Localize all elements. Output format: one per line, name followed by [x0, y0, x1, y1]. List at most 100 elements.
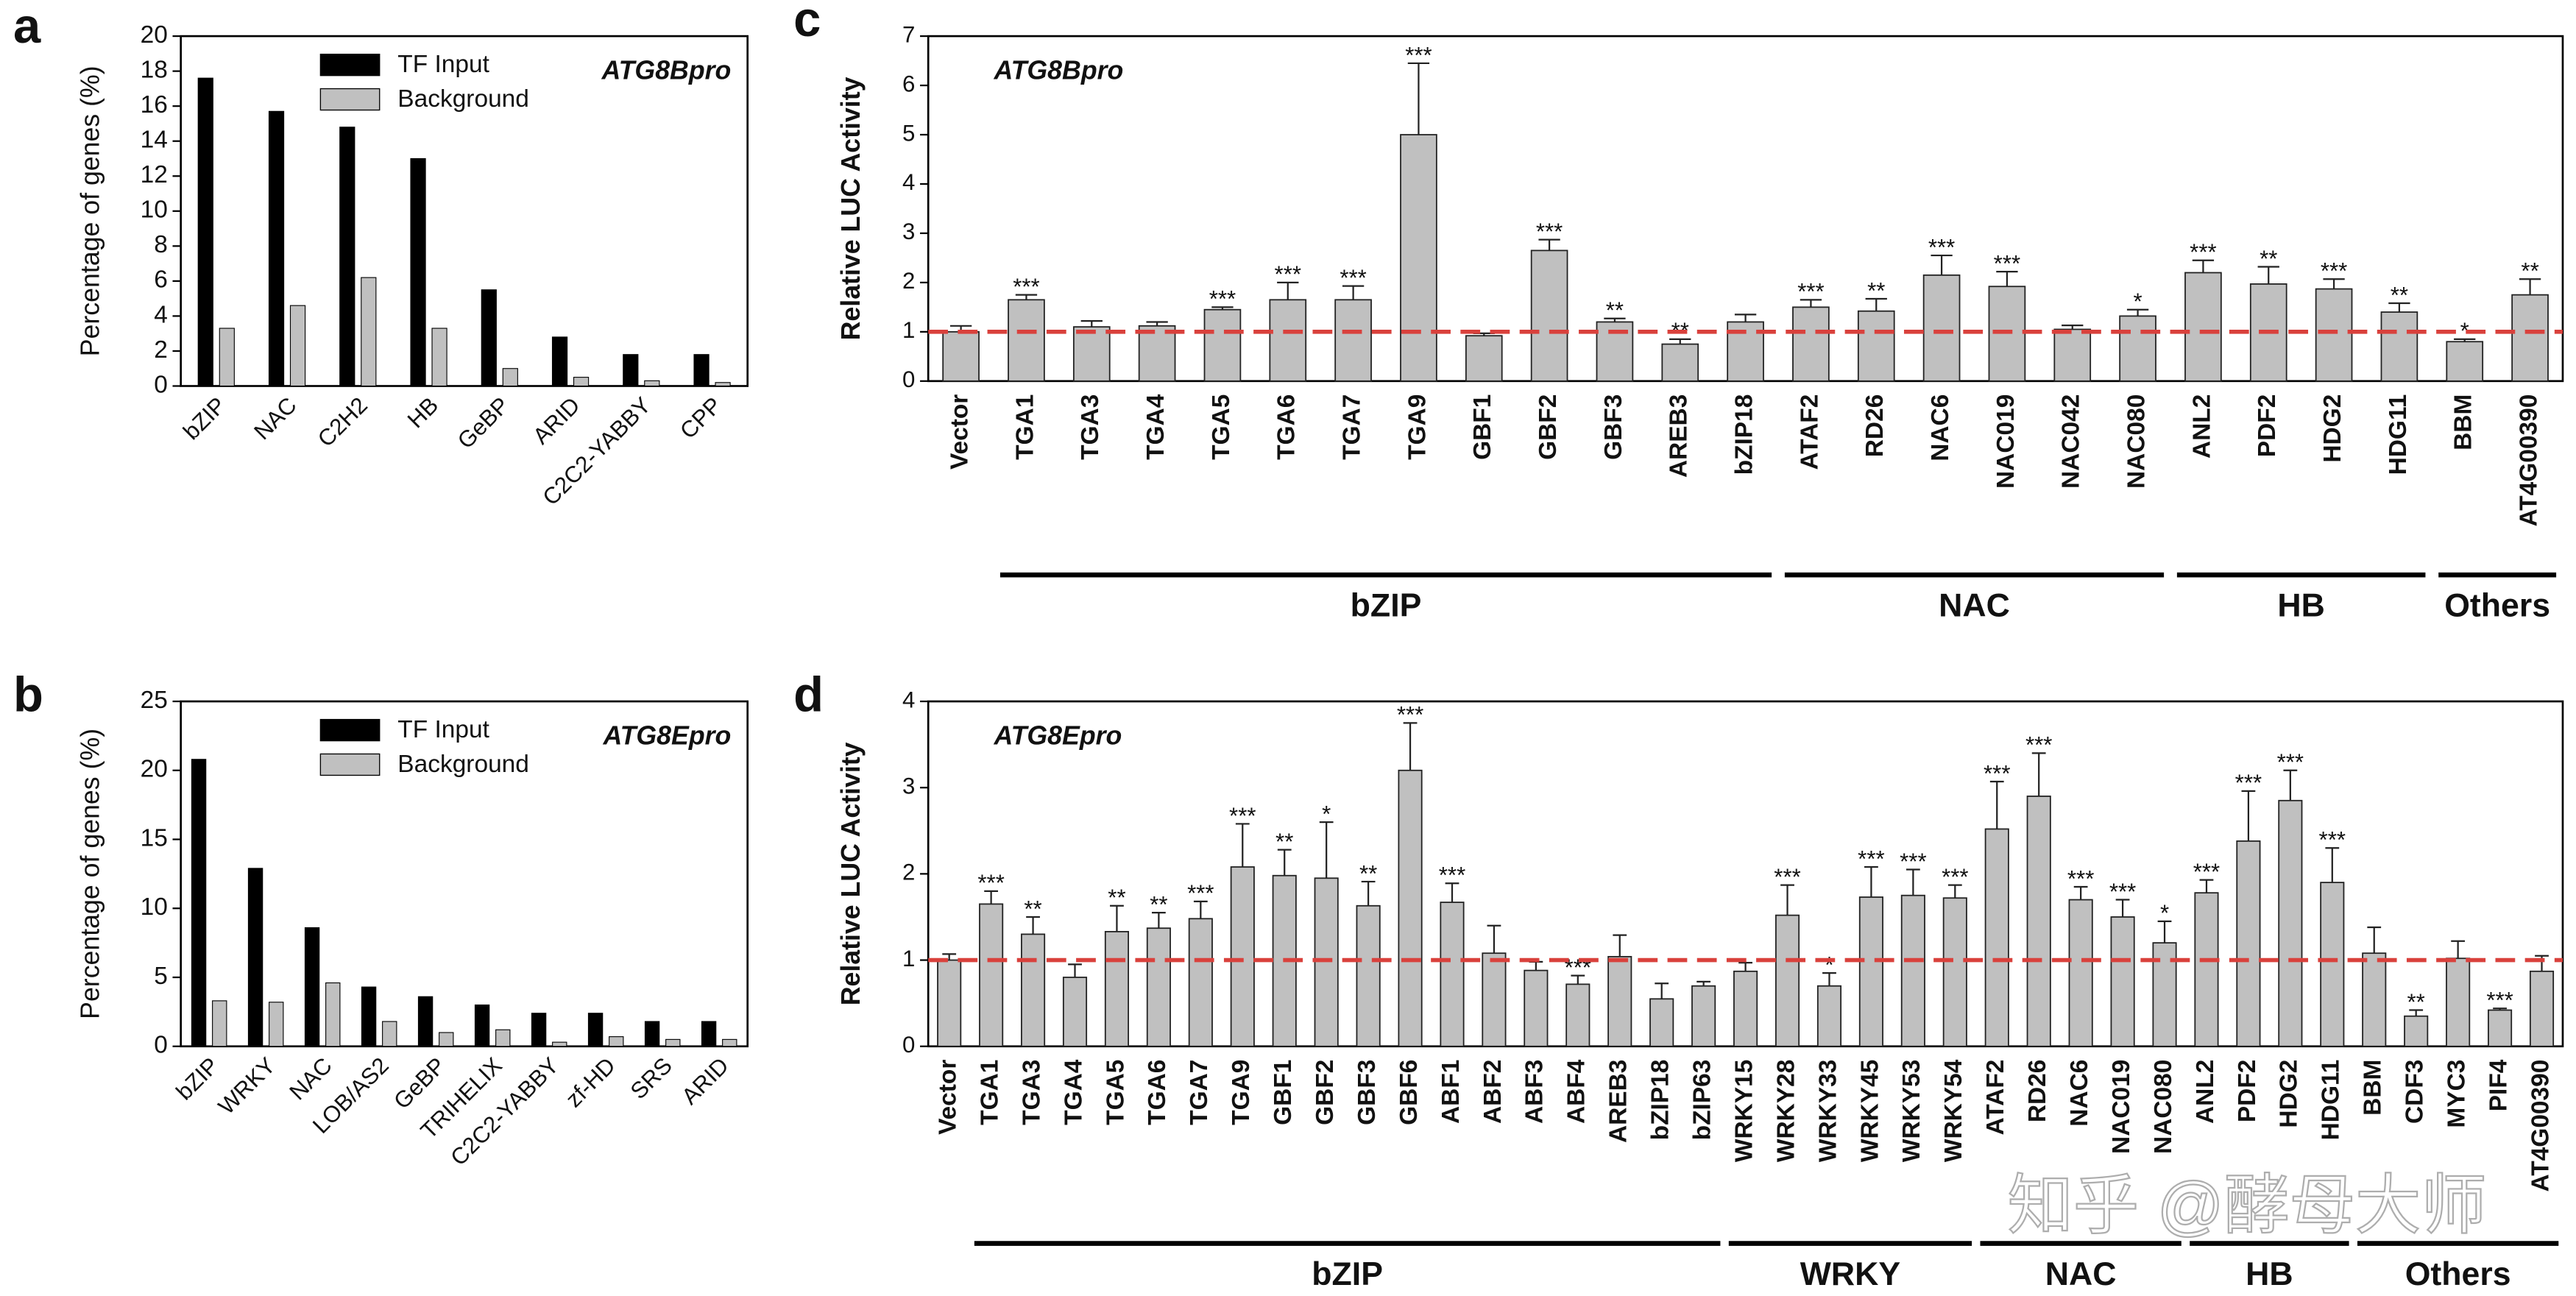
y-tick-label: 8: [154, 231, 168, 258]
bar: [2380, 311, 2418, 382]
bar: [937, 959, 962, 1047]
error-bar: [2409, 1009, 2424, 1016]
significance-label: ***: [1928, 234, 1955, 260]
bar: [665, 1038, 681, 1047]
y-tick-label: 2: [154, 336, 168, 364]
x-tick-label: WRKY54: [1940, 1059, 1967, 1162]
error-bar: [1110, 904, 1124, 932]
bar: [1465, 335, 1503, 382]
bar: [2026, 796, 2051, 1047]
x-tick-label: PDF2: [2234, 1060, 2261, 1123]
error-bar: [2115, 899, 2130, 917]
y-tick-label: 16: [141, 91, 168, 118]
y-tick-label: 10: [141, 893, 168, 921]
x-tick-label: TGA4: [1060, 1059, 1087, 1125]
x-tick-label: TGA3: [1077, 394, 1104, 460]
y-tick-label: 0: [902, 367, 915, 392]
bar: [2278, 799, 2303, 1047]
error-bar: [1193, 900, 1208, 919]
bar: [609, 1036, 624, 1047]
significance-label: **: [2407, 989, 2425, 1015]
legend-label: Background: [397, 85, 529, 113]
bar: [1733, 970, 1758, 1047]
panel-label: b: [13, 667, 43, 722]
error-bar: [2241, 790, 2256, 841]
bar: [1203, 308, 1242, 382]
significance-label: ***: [1994, 250, 2020, 276]
bar: [219, 327, 235, 387]
x-tick-label: bZIP18: [1647, 1060, 1674, 1141]
x-tick-label: GBF2: [1535, 394, 1562, 460]
y-axis-label: Percentage of genes (%): [76, 729, 105, 1019]
y-tick-label: 14: [141, 127, 168, 154]
error-bar: [1738, 961, 1752, 971]
significance-label: ***: [1900, 849, 1926, 874]
bar: [2320, 882, 2345, 1047]
x-tick-label: zf-HD: [561, 1052, 620, 1112]
bar: [644, 380, 660, 387]
x-tick-label: CPP: [675, 392, 726, 444]
y-tick-label: 0: [154, 371, 168, 398]
bar: [1942, 897, 1967, 1047]
error-bar: [1822, 972, 1836, 986]
y-axis-label: Relative LUC Activity: [836, 77, 866, 340]
bar: [2119, 315, 2156, 382]
bar: [289, 305, 306, 387]
significance-label: **: [1024, 896, 1041, 921]
x-tick-label: C2H2: [313, 392, 372, 452]
plot-frame: [180, 700, 749, 1048]
error-bar: [2367, 926, 2382, 954]
x-tick-label: ABF1: [1437, 1060, 1465, 1124]
significance-label: **: [1150, 891, 1167, 917]
significance-label: ***: [977, 870, 1004, 896]
x-tick-label: BBM: [2360, 1060, 2387, 1116]
bar: [979, 903, 1004, 1047]
error-bar: [1529, 960, 1543, 971]
significance-label: ***: [1013, 274, 1039, 300]
error-bar: [1080, 320, 1103, 327]
bar: [2068, 899, 2093, 1047]
x-tick-label: NAC6: [2066, 1060, 2093, 1127]
group-label: bZIP: [1351, 588, 1422, 624]
error-bar: [1342, 285, 1365, 300]
bar: [701, 1021, 717, 1047]
error-bar: [2031, 752, 2046, 796]
x-tick-label: RD26: [1861, 394, 1889, 458]
x-tick-label: GBF2: [1312, 1060, 1339, 1125]
x-tick-label: NAC6: [1927, 394, 1954, 461]
x-tick-label: TGA7: [1338, 394, 1365, 460]
x-tick-label: ABF4: [1563, 1059, 1590, 1124]
x-tick-label: NAC080: [2150, 1060, 2177, 1154]
group-label: HB: [2277, 588, 2324, 624]
bar: [2488, 1009, 2513, 1047]
bar: [431, 327, 447, 387]
x-tick-label: GBF3: [1600, 394, 1627, 460]
x-tick-label: HDG11: [2318, 1060, 2345, 1141]
bar: [552, 1041, 567, 1047]
significance-label: ***: [1340, 265, 1366, 291]
error-bar: [1068, 963, 1082, 978]
significance-label: ***: [1405, 42, 1432, 68]
error-bar: [2199, 879, 2214, 893]
bar: [715, 382, 731, 387]
legend-label: TF Input: [397, 51, 489, 78]
group-label: NAC: [1939, 588, 2010, 624]
bar: [551, 336, 568, 387]
error-bar: [2454, 338, 2476, 342]
x-tick-label: WRKY33: [1814, 1060, 1841, 1162]
bar: [1857, 310, 1895, 382]
bar: [247, 868, 263, 1047]
x-tick-label: ATAF2: [1982, 1060, 2009, 1136]
bar: [1072, 326, 1111, 382]
error-bar: [1487, 924, 1501, 954]
x-tick-label: WRKY: [213, 1052, 280, 1119]
significance-label: *: [2134, 288, 2142, 314]
bar: [1691, 985, 1716, 1047]
x-tick-label: GBF6: [1395, 1060, 1423, 1125]
bar: [573, 377, 590, 387]
bar: [325, 982, 341, 1047]
bar: [1146, 927, 1171, 1047]
error-bar: [2493, 1008, 2507, 1010]
bar: [1530, 249, 1568, 382]
